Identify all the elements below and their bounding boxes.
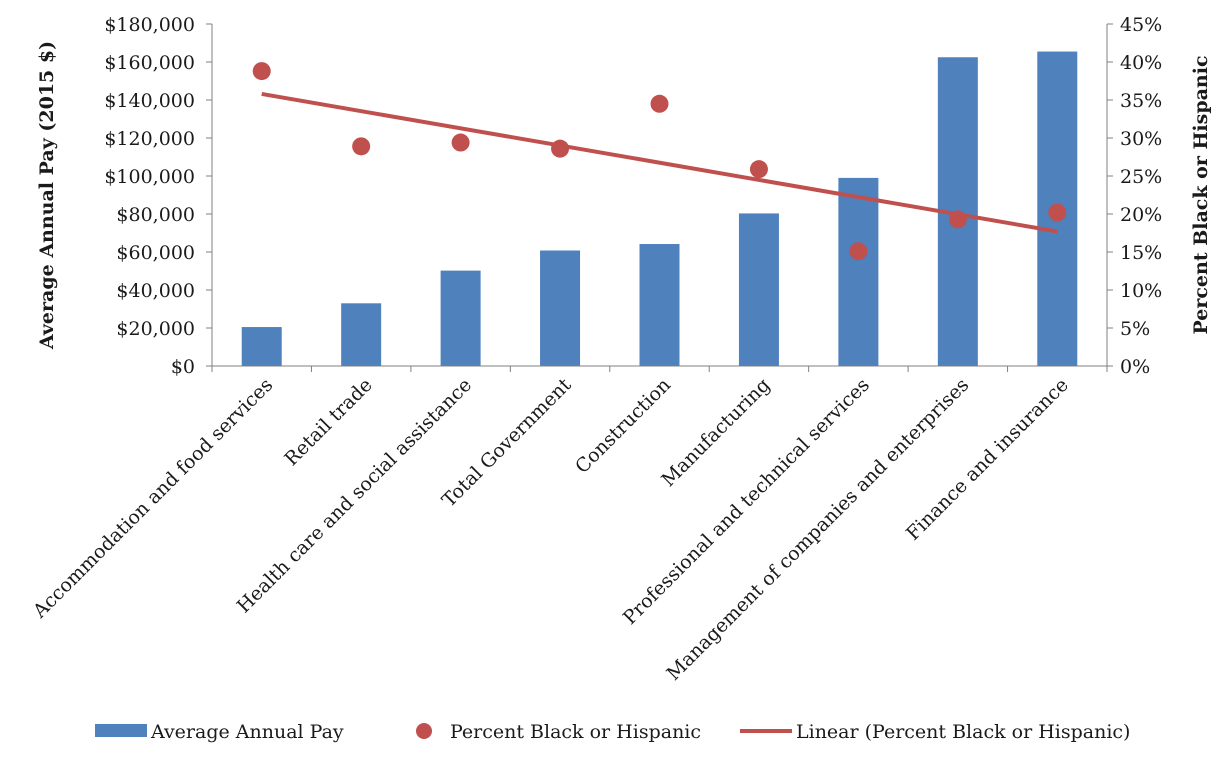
y-tick-label: $20,000 — [116, 318, 195, 340]
point-6 — [749, 160, 768, 179]
x-category-label: Manufacturing — [657, 374, 774, 491]
legend: Average Annual Pay Percent Black or Hisp… — [95, 721, 1130, 743]
point-7 — [849, 242, 868, 261]
point-2 — [352, 137, 371, 156]
y-tick-label: $100,000 — [104, 166, 195, 188]
bar-2 — [341, 303, 382, 366]
bar-6 — [738, 213, 779, 366]
bar-7 — [838, 177, 879, 366]
y2-tick-label: 20% — [1120, 204, 1162, 226]
y-tick-label: $160,000 — [104, 52, 195, 74]
y2-tick-label: 25% — [1120, 166, 1162, 188]
point-3 — [451, 133, 470, 152]
x-category-label: Retail trade — [280, 374, 376, 470]
point-9 — [1048, 203, 1067, 222]
x-category-label: Construction — [571, 374, 675, 478]
y-tick-label: $180,000 — [104, 14, 195, 36]
y2-tick-label: 40% — [1120, 52, 1162, 74]
x-category-label: Accommodation and food services — [28, 374, 277, 623]
y-tick-label: $60,000 — [116, 242, 195, 264]
point-8 — [948, 210, 967, 229]
y-axis-title: Average Annual Pay (2015 $) — [36, 41, 58, 350]
y2-tick-label: 30% — [1120, 128, 1162, 150]
y-tick-label: $80,000 — [116, 204, 195, 226]
y2-tick-label: 45% — [1120, 14, 1162, 36]
legend-label-linear-trendline: Linear (Percent Black or Hispanic) — [796, 721, 1130, 743]
bar-4 — [540, 250, 581, 366]
bar-5 — [639, 244, 680, 366]
bar-1 — [241, 327, 282, 366]
y2-tick-label: 5% — [1120, 318, 1150, 340]
y2-tick-label: 35% — [1120, 90, 1162, 112]
legend-label-percent-black-or-hispanic: Percent Black or Hispanic — [450, 721, 701, 743]
trendline — [261, 91, 1058, 234]
legend-swatch-average-annual-pay — [95, 724, 147, 737]
y-tick-label: $120,000 — [104, 128, 195, 150]
x-category-label: Finance and insurance — [902, 374, 1073, 545]
legend-label-average-annual-pay: Average Annual Pay — [150, 721, 344, 743]
y2-tick-label: 10% — [1120, 280, 1162, 302]
point-1 — [252, 62, 271, 81]
point-5 — [650, 94, 669, 113]
y-tick-label: $40,000 — [116, 280, 195, 302]
y-tick-label: $0 — [171, 356, 195, 378]
y2-axis-title: Percent Black or Hispanic — [1190, 55, 1212, 334]
bar-3 — [440, 270, 481, 366]
y2-tick-label: 0% — [1120, 356, 1150, 378]
y2-tick-label: 15% — [1120, 242, 1162, 264]
legend-swatch-percent-black-or-hispanic — [416, 723, 432, 739]
point-4 — [551, 139, 570, 158]
y-tick-label: $140,000 — [104, 90, 195, 112]
